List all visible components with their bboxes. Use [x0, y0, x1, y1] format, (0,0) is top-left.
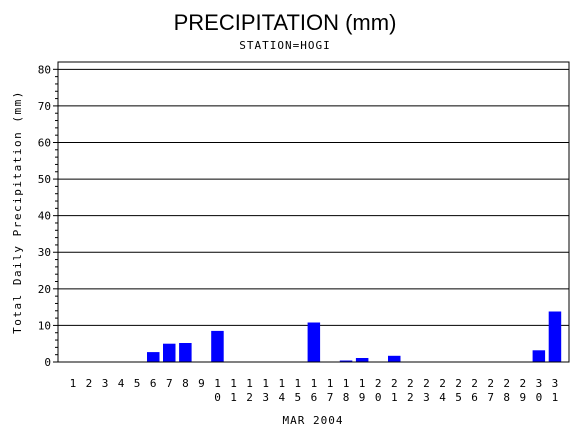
y-tick-label: 50 — [38, 173, 51, 186]
bar-day-21 — [388, 355, 401, 362]
x-tick-label: 2 — [86, 377, 93, 390]
y-tick-label: 40 — [38, 210, 51, 223]
y-tick-label: 60 — [38, 136, 51, 149]
plot-frame — [57, 61, 570, 363]
x-tick-label: 5 — [134, 377, 141, 390]
y-tick-label: 20 — [38, 283, 51, 296]
bar-day-31 — [548, 311, 562, 362]
bar-day-10 — [211, 330, 224, 362]
y-axis-ticks: 0 10 20 30 40 50 60 70 80 — [38, 63, 58, 369]
bar-day-8 — [179, 343, 192, 362]
x-tick-label: 7 — [166, 377, 173, 390]
bar-day-30 — [532, 350, 546, 362]
bar-day-16 — [307, 322, 321, 362]
x-tick-label: 9 — [198, 377, 205, 390]
bar-day-6 — [147, 352, 160, 362]
y-tick-label: 80 — [38, 63, 51, 76]
x-tick-label: 6 — [150, 377, 157, 390]
y-axis-label: Total Daily Precipitation (mm) — [11, 90, 24, 334]
bars-group — [147, 311, 562, 362]
x-axis-ticks: 1 2 3 4 5 6 7 8 9 1 01 11 21 31 41 51 61 71 81 92 02 12 22 32 42… — [70, 377, 559, 404]
x-axis-label: MAR 2004 — [283, 414, 344, 427]
x-tick-label: 1 — [70, 377, 77, 390]
y-tick-label: 10 — [38, 319, 51, 332]
y-tick-label: 30 — [38, 246, 51, 259]
chart-title: PRECIPITATION (mm) — [174, 10, 397, 35]
x-tick-label: 8 — [182, 377, 189, 390]
chart-subtitle: STATION=HOGI — [239, 39, 330, 52]
x-tick-label: 4 — [118, 377, 125, 390]
x-tick-label: 3 — [102, 377, 109, 390]
bar-day-18 — [339, 360, 353, 362]
y-tick-label: 70 — [38, 100, 51, 113]
y-tick-label: 0 — [44, 356, 51, 369]
grid-lines — [58, 68, 569, 326]
bar-day-19 — [355, 358, 369, 362]
bar-day-7 — [163, 343, 176, 362]
